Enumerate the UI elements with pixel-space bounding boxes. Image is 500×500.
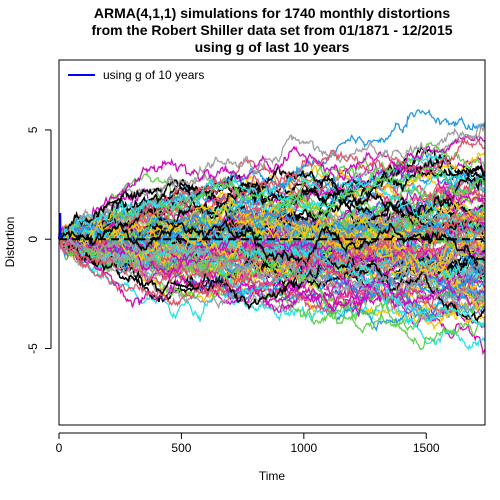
y-tick-label-1: 0 [26,236,40,243]
y-axis: -5 0 5 [26,126,52,354]
x-tick-label-0: 0 [56,441,63,455]
simulation-lines [59,108,485,356]
simulation-line-129 [59,214,485,308]
simulation-line-112 [59,165,485,240]
simulation-line-110 [59,196,485,246]
simulation-line-87 [59,217,485,290]
chart-title-line-2: from the Robert Shiller data set from 01… [91,22,452,38]
simulation-line-114 [59,238,485,351]
chart-title-line-1: ARMA(4,1,1) simulations for 1740 monthly… [94,5,450,21]
plot-frame [58,59,486,426]
simulation-line-125 [59,227,485,308]
y-tick-label-0: -5 [26,343,40,354]
x-tick-label-2: 1000 [290,441,317,455]
y-tick-label-2: 5 [26,126,40,133]
x-tick-label-1: 500 [171,441,191,455]
chart-title-line-3: using g of last 10 years [195,39,350,55]
simulation-line-63 [59,238,485,322]
simulation-line-126 [59,225,485,312]
simulation-line-117 [59,235,485,269]
simulation-line-113 [59,138,485,255]
legend-label: using g of 10 years [103,68,204,82]
simulation-line-119 [59,238,485,281]
simulation-line-111 [59,123,485,240]
x-axis-label: Time [259,469,286,483]
legend: using g of 10 years [68,68,204,82]
y-axis-label: Distortion [3,217,17,268]
simulation-line-127 [59,238,485,304]
x-tick-label-3: 1500 [413,441,440,455]
simulation-line-116 [59,178,485,240]
simulation-line-122 [59,167,485,258]
simulation-line-109 [59,145,485,248]
simulation-line-97 [59,234,485,315]
x-axis: 0 500 1000 1500 [56,432,440,455]
simulation-line-72 [59,145,485,244]
